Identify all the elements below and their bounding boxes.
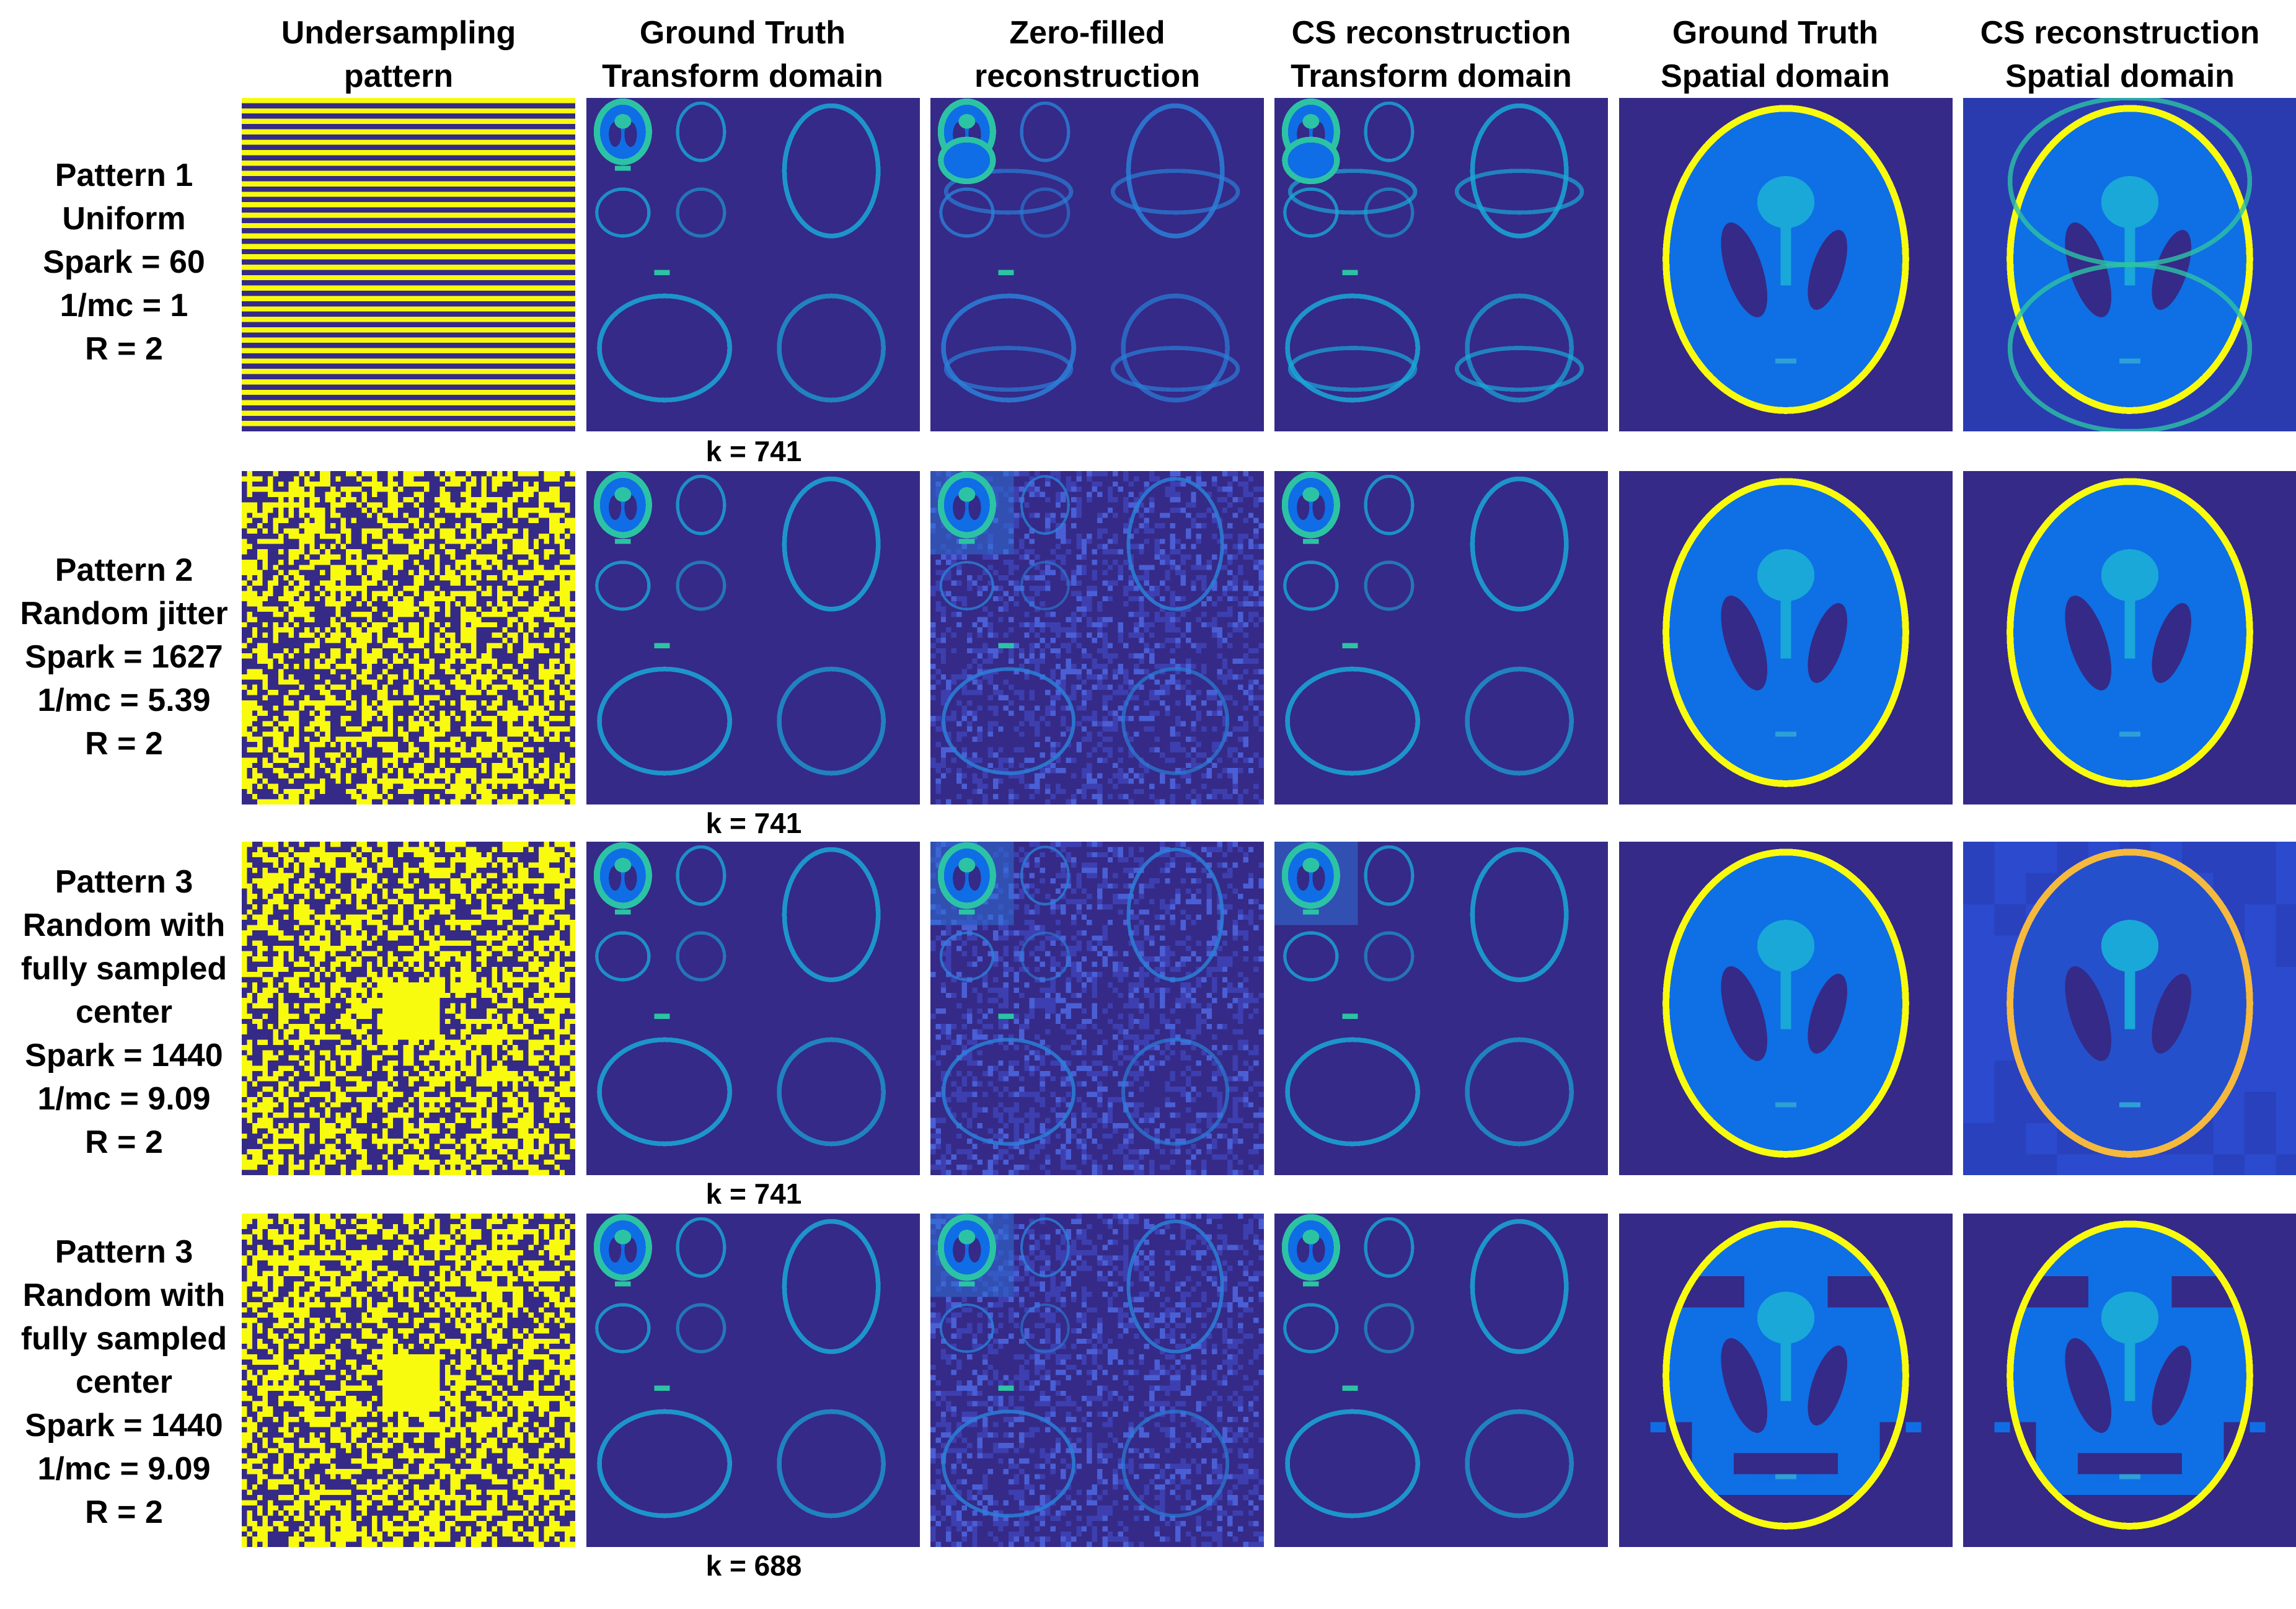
gt-spatial-image-pattern-1 [1619, 98, 1953, 431]
row-label-line: fully sampled [20, 951, 227, 987]
column-header-line: Transform domain [1291, 58, 1572, 94]
gt-spatial-image-pattern-3 [1619, 842, 1953, 1175]
k-caption-row-2: k = 741 [705, 807, 802, 839]
column-header-line: CS reconstruction [1291, 15, 1571, 51]
column-header-cs-spatial: CS reconstruction Spatial domain [1946, 11, 2294, 98]
row-label-line: Pattern 1 [55, 157, 193, 193]
column-header-cs-transform: CS reconstruction Transform domain [1258, 11, 1605, 98]
k-caption-row-4: k = 688 [705, 1549, 802, 1582]
cs-transform-image-pattern-3 [1274, 842, 1608, 1175]
row-label-3: Pattern 3 Random with fully sampled cent… [0, 860, 248, 1164]
row-label-line: Random with [22, 907, 226, 943]
row-label-line: Spark = 60 [43, 244, 205, 280]
row-label-line: center [75, 994, 173, 1030]
row-label-line: Pattern 3 [55, 1234, 193, 1270]
column-header-line: Spatial domain [1661, 58, 1890, 94]
row-label-2: Pattern 2 Random jitter Spark = 1627 1/m… [0, 549, 248, 765]
column-header-line: Spatial domain [2005, 58, 2235, 94]
column-header-line: reconstruction [974, 58, 1201, 94]
column-header-line: CS reconstruction [1980, 15, 2260, 51]
row-label-line: Spark = 1627 [25, 639, 223, 675]
row-label-line: fully sampled [20, 1321, 227, 1357]
mask-image-pattern-1 [242, 98, 575, 431]
cs-spatial-image-pattern-3 [1963, 842, 2296, 1175]
zero-filled-image-pattern-3b [930, 1214, 1264, 1547]
zero-filled-image-pattern-1 [930, 98, 1264, 431]
gt-transform-image-pattern-3b [586, 1214, 920, 1547]
gt-transform-image-pattern-2 [586, 471, 920, 805]
row-label-line: 1/mc = 9.09 [37, 1081, 211, 1117]
row-label-line: 1/mc = 5.39 [37, 682, 211, 718]
row-label-line: Random with [22, 1277, 226, 1313]
cs-transform-image-pattern-2 [1274, 471, 1608, 805]
row-label-line: R = 2 [85, 726, 163, 762]
row-label-line: Spark = 1440 [25, 1408, 223, 1444]
column-header-line: Undersampling [281, 15, 516, 51]
row-label-line: 1/mc = 9.09 [37, 1451, 211, 1487]
zero-filled-image-pattern-2 [930, 471, 1264, 805]
cs-spatial-image-pattern-3b [1963, 1214, 2296, 1547]
gt-transform-image-pattern-1 [586, 98, 920, 431]
row-label-4: Pattern 3 Random with fully sampled cent… [0, 1230, 248, 1534]
row-label-line: Pattern 2 [55, 552, 193, 588]
column-header-undersampling: Undersampling pattern [225, 11, 572, 98]
row-label-1: Pattern 1 Uniform Spark = 60 1/mc = 1 R … [0, 154, 248, 371]
mask-image-pattern-3b [242, 1214, 575, 1547]
row-label-line: Spark = 1440 [25, 1038, 223, 1073]
row-label-line: 1/mc = 1 [60, 288, 188, 324]
column-header-zero-filled: Zero-filled reconstruction [914, 11, 1261, 98]
row-label-line: R = 2 [85, 331, 163, 367]
mask-image-pattern-2 [242, 471, 575, 805]
column-header-line: Ground Truth [639, 15, 846, 51]
cs-spatial-image-pattern-2 [1963, 471, 2296, 805]
gt-spatial-image-pattern-3b [1619, 1214, 1953, 1547]
column-header-gt-transform: Ground Truth Transform domain [569, 11, 916, 98]
cs-transform-image-pattern-3b [1274, 1214, 1608, 1547]
gt-transform-image-pattern-3 [586, 842, 920, 1175]
cs-transform-image-pattern-1 [1274, 98, 1608, 431]
row-label-line: Uniform [62, 201, 186, 237]
gt-spatial-image-pattern-2 [1619, 471, 1953, 805]
row-label-line: center [75, 1364, 173, 1400]
row-label-line: Random jitter [20, 596, 228, 632]
cs-spatial-image-pattern-1 [1963, 98, 2296, 431]
column-header-line: Ground Truth [1672, 15, 1879, 51]
row-label-line: Pattern 3 [55, 864, 193, 900]
row-label-line: R = 2 [85, 1124, 163, 1160]
column-header-gt-spatial: Ground Truth Spatial domain [1602, 11, 1949, 98]
column-header-line: Zero-filled [1009, 15, 1165, 51]
row-label-line: R = 2 [85, 1494, 163, 1530]
mask-image-pattern-3 [242, 842, 575, 1175]
k-caption-row-3: k = 741 [705, 1178, 802, 1210]
k-caption-row-1: k = 741 [705, 435, 802, 467]
column-header-line: Transform domain [602, 58, 883, 94]
column-header-line: pattern [343, 58, 454, 94]
zero-filled-image-pattern-3 [930, 842, 1264, 1175]
